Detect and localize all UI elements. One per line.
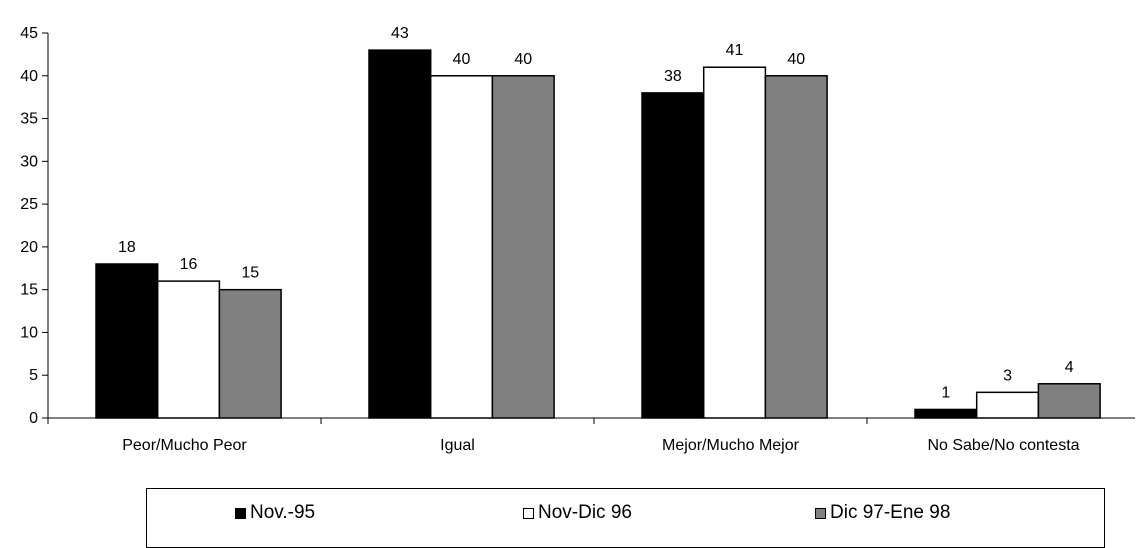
data-label-peor-mucho-peor-nov-dic-96: 16	[180, 256, 198, 273]
legend-swatch-nov-dic-96	[523, 507, 534, 519]
y-tick-label-45: 45	[20, 25, 38, 42]
legend-item-nov-dic-96: Nov-Dic 96	[523, 503, 632, 523]
data-label-igual-nov-95: 43	[391, 25, 409, 42]
data-label-no-sabe-no-contesta-nov-95: 1	[941, 384, 950, 401]
bar-no-sabe-no-contesta-dic-97-ene-98	[1037, 383, 1101, 419]
y-tick-label-15: 15	[20, 282, 38, 299]
data-label-mejor-mucho-mejor-dic-97-ene-98: 40	[787, 51, 805, 68]
bar-igual-nov-95	[368, 49, 432, 419]
bar-mejor-mucho-mejor-nov-95	[641, 92, 705, 419]
bar-igual-dic-97-ene-98	[491, 75, 555, 419]
bar-peor-mucho-peor-nov-dic-96	[156, 280, 221, 419]
data-label-peor-mucho-peor-dic-97-ene-98: 15	[241, 265, 259, 282]
x-tick-label-no-sabe-no-contesta: No Sabe/No contesta	[927, 437, 1079, 454]
data-label-mejor-mucho-mejor-nov-95: 38	[664, 68, 682, 85]
y-tick-label-25: 25	[20, 196, 38, 213]
bar-no-sabe-no-contesta-nov-dic-96	[975, 391, 1040, 419]
data-label-igual-nov-dic-96: 40	[453, 51, 471, 68]
y-tick-label-35: 35	[20, 111, 38, 128]
legend-label-nov-95: Nov.-95	[250, 502, 316, 523]
bar-mejor-mucho-mejor-dic-97-ene-98	[764, 75, 828, 419]
bar-igual-nov-dic-96	[429, 75, 494, 419]
legend-item-nov-95: Nov.-95	[235, 503, 315, 523]
bar-peor-mucho-peor-dic-97-ene-98	[218, 288, 282, 419]
data-label-igual-dic-97-ene-98: 40	[514, 51, 532, 68]
y-tick-label-0: 0	[29, 410, 38, 427]
y-tick-label-30: 30	[20, 153, 38, 170]
data-label-peor-mucho-peor-nov-95: 18	[118, 239, 136, 256]
legend-label-nov-dic-96: Nov-Dic 96	[538, 502, 632, 523]
data-label-no-sabe-no-contesta-dic-97-ene-98: 4	[1065, 359, 1074, 376]
data-label-mejor-mucho-mejor-nov-dic-96: 41	[726, 42, 744, 59]
y-tick-label-20: 20	[20, 239, 38, 256]
legend-swatch-dic-97-ene-98	[815, 507, 826, 519]
bar-no-sabe-no-contesta-nov-95	[914, 408, 978, 419]
legend: Nov.-95 Nov-Dic 96 Dic 97-Ene 98	[146, 488, 1105, 548]
x-tick-label-igual: Igual	[440, 437, 475, 454]
legend-label-dic-97-ene-98: Dic 97-Ene 98	[830, 502, 951, 523]
legend-swatch-nov-95	[235, 507, 246, 519]
legend-item-dic-97-ene-98: Dic 97-Ene 98	[815, 503, 950, 523]
bar-mejor-mucho-mejor-nov-dic-96	[702, 66, 767, 419]
bar-peor-mucho-peor-nov-95	[95, 263, 159, 419]
x-tick-label-peor-mucho-peor: Peor/Mucho Peor	[122, 437, 247, 454]
y-tick-label-5: 5	[29, 367, 38, 384]
y-tick-label-10: 10	[20, 324, 38, 341]
data-label-no-sabe-no-contesta-nov-dic-96: 3	[1003, 367, 1012, 384]
x-tick-label-mejor-mucho-mejor: Mejor/Mucho Mejor	[662, 437, 800, 454]
y-tick-label-40: 40	[20, 68, 38, 85]
